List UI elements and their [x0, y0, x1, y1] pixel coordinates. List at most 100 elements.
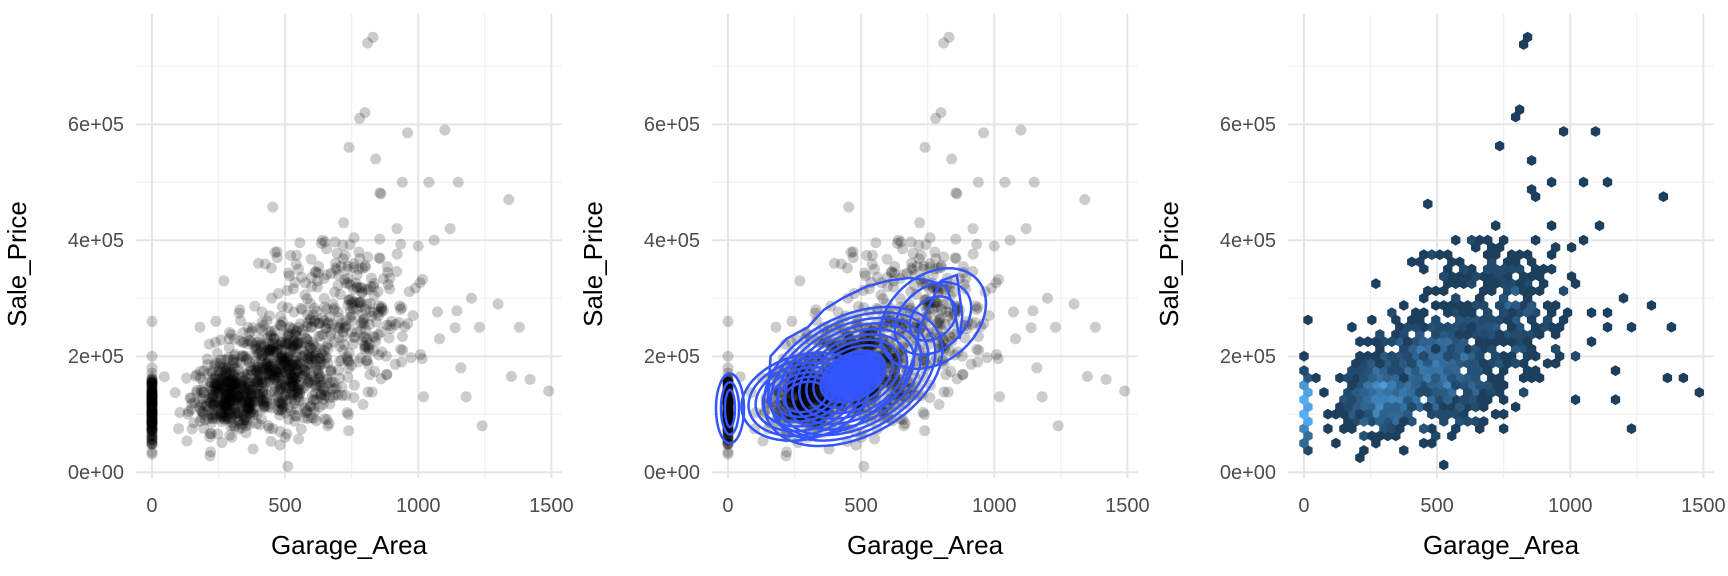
scatter-point [225, 329, 237, 341]
scatter-point [393, 316, 405, 328]
scatter-point [288, 335, 300, 347]
scatter-point [287, 373, 299, 385]
scatter-point [924, 232, 936, 244]
scatter-point [293, 357, 305, 369]
scatter-point [292, 379, 304, 391]
scatter-point [950, 187, 962, 199]
scatter-point [357, 399, 369, 411]
scatter-point [225, 375, 237, 387]
scatter-point [219, 401, 231, 413]
scatter-point [225, 410, 237, 422]
scatter-point [146, 418, 158, 430]
scatter-point [227, 371, 239, 383]
scatter-point [242, 321, 254, 333]
hexbin-cell [1347, 321, 1357, 333]
x-tick-label: 0 [722, 495, 733, 517]
scatter-point [313, 260, 325, 272]
scatter-point [245, 406, 257, 418]
scatter-point [341, 351, 353, 363]
scatter-point [395, 303, 407, 315]
scatter-point [291, 366, 303, 378]
scatter-point [146, 380, 158, 392]
scatter-point [330, 382, 342, 394]
scatter-point [320, 322, 332, 334]
scatter-point [212, 387, 224, 399]
hexbin-cell [1558, 285, 1569, 297]
scatter-point [266, 364, 278, 376]
scatter-point [283, 402, 295, 414]
scatter-point [146, 423, 158, 435]
scatter-point [146, 417, 158, 429]
scatter-point [524, 373, 536, 385]
scatter-point [221, 399, 233, 411]
scatter-point [395, 238, 407, 250]
scatter-point [146, 382, 158, 394]
scatter-point [202, 413, 214, 425]
scatter-point [219, 382, 231, 394]
scatter-point [250, 364, 262, 376]
scatter-point [241, 416, 253, 428]
scatter-point [259, 363, 271, 375]
scatter-point [253, 364, 265, 376]
scatter-point [221, 368, 233, 380]
scatter-point [232, 364, 244, 376]
scatter-point [235, 315, 247, 327]
scatter-point [376, 302, 388, 314]
scatter-point [222, 381, 234, 393]
scatter-point [241, 401, 253, 413]
scatter-point [319, 389, 331, 401]
scatter-point [217, 362, 229, 374]
scatter-point [325, 364, 337, 376]
scatter-point [146, 398, 158, 410]
scatter-point [288, 335, 300, 347]
scatter-point [451, 305, 463, 317]
scatter-point [238, 414, 250, 426]
scatter-point [146, 438, 158, 450]
scatter-point [352, 297, 364, 309]
scatter-point [218, 410, 230, 422]
y-tick-label: 0e+00 [644, 462, 700, 484]
scatter-point [234, 378, 246, 390]
scatter-point [364, 298, 376, 310]
scatter-point [370, 335, 382, 347]
scatter-point [226, 374, 238, 386]
scatter-point [1010, 333, 1022, 345]
scatter-point [270, 392, 282, 404]
scatter-point [373, 349, 385, 361]
scatter-point [199, 414, 211, 426]
scatter-point [188, 417, 200, 429]
scatter-point [311, 354, 323, 366]
scatter-point [722, 315, 734, 327]
scatter-point [277, 398, 289, 410]
scatter-point [300, 333, 312, 345]
scatter-point [286, 380, 298, 392]
hexbin-cell [1495, 140, 1505, 152]
scatter-point [266, 292, 278, 304]
scatter-point [291, 372, 303, 384]
scatter-point [269, 373, 281, 385]
scatter-point [256, 387, 268, 399]
scatter-point [396, 176, 408, 188]
scatter-point [367, 330, 379, 342]
scatter-point [289, 394, 301, 406]
scatter-point [293, 387, 305, 399]
scatter-point [1027, 305, 1039, 317]
scatter-point [260, 376, 272, 388]
scatter-point [294, 356, 306, 368]
scatter-point [356, 335, 368, 347]
scatter-point [337, 344, 349, 356]
scatter-point [391, 223, 403, 235]
scatter-point [146, 377, 158, 389]
scatter-point [231, 389, 243, 401]
scatter-point [315, 388, 327, 400]
scatter-point [289, 415, 301, 427]
scatter-point [226, 373, 238, 385]
scatter-point [204, 377, 216, 389]
scatter-point [265, 398, 277, 410]
scatter-point [358, 313, 370, 325]
scatter-point [282, 334, 294, 346]
scatter-point [146, 422, 158, 434]
scatter-point [220, 394, 232, 406]
scatter-point [946, 153, 958, 165]
scatter-point [353, 246, 365, 258]
